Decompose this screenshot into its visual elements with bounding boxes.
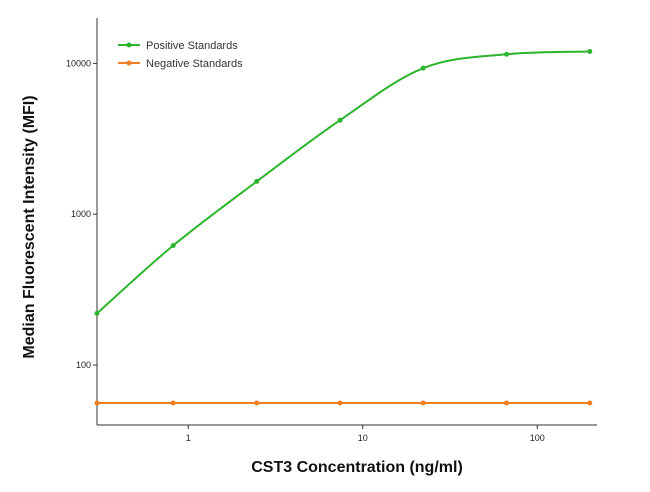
legend-marker-negative (126, 60, 132, 66)
plot-area: 100 1000 10000 1 10 100 (66, 18, 597, 443)
data-point (170, 243, 176, 249)
data-point (337, 400, 343, 406)
x-axis-ticks: 1 10 100 (186, 425, 545, 443)
x-tick-label: 100 (530, 433, 545, 443)
series-line (96, 50, 590, 315)
data-point (587, 48, 593, 54)
data-point (504, 400, 510, 406)
data-point (254, 400, 260, 406)
data-point (587, 400, 593, 406)
y-axis-ticks: 100 1000 10000 (66, 58, 97, 370)
series-negative (94, 400, 593, 406)
data-point (94, 310, 100, 316)
x-tick-label: 1 (186, 433, 191, 443)
legend-label-positive: Positive Standards (146, 40, 238, 52)
legend-item-positive: Positive Standards (118, 40, 238, 52)
data-point (170, 400, 176, 406)
data-point (337, 117, 343, 123)
data-point (94, 400, 100, 406)
y-tick-label: 1000 (71, 209, 91, 219)
y-axis-title: Median Fluorescent Intensity (MFI) (21, 95, 38, 358)
data-point (420, 65, 426, 71)
legend-marker-positive (126, 42, 132, 48)
x-axis-title: CST3 Concentration (ng/ml) (251, 459, 463, 476)
x-tick-label: 10 (358, 433, 368, 443)
legend: Positive Standards Negative Standards (118, 40, 243, 70)
series-layer (94, 48, 593, 406)
legend-item-negative: Negative Standards (118, 58, 243, 70)
series-positive (94, 48, 593, 316)
data-point (254, 178, 260, 184)
y-tick-label: 10000 (66, 58, 91, 68)
legend-label-negative: Negative Standards (146, 58, 243, 70)
y-tick-label: 100 (76, 360, 91, 370)
data-point (504, 51, 510, 57)
data-point (420, 400, 426, 406)
